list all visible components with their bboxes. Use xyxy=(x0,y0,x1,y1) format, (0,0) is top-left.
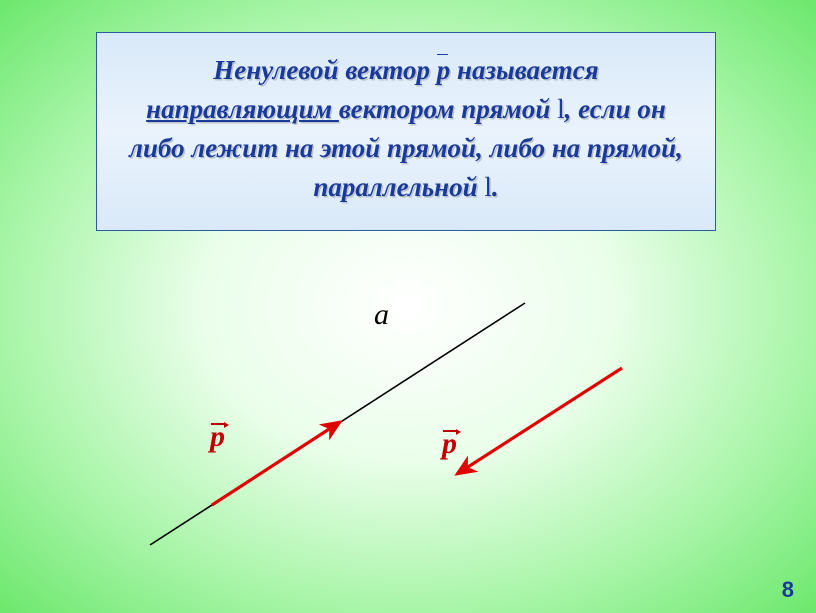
label-p2-text: р xyxy=(442,427,457,460)
label-vector-p-1: р xyxy=(210,420,225,454)
vector-p-1 xyxy=(212,422,340,505)
vector-arrowhead-icon xyxy=(224,422,229,428)
diagram-svg xyxy=(0,0,816,613)
label-p1-text: р xyxy=(210,420,225,453)
page-number: 8 xyxy=(782,577,794,603)
label-vector-p-2: р xyxy=(442,427,457,461)
vector-p-2 xyxy=(457,368,622,474)
label-line-a: a xyxy=(374,298,389,332)
vector-arrowhead-icon xyxy=(456,429,461,435)
